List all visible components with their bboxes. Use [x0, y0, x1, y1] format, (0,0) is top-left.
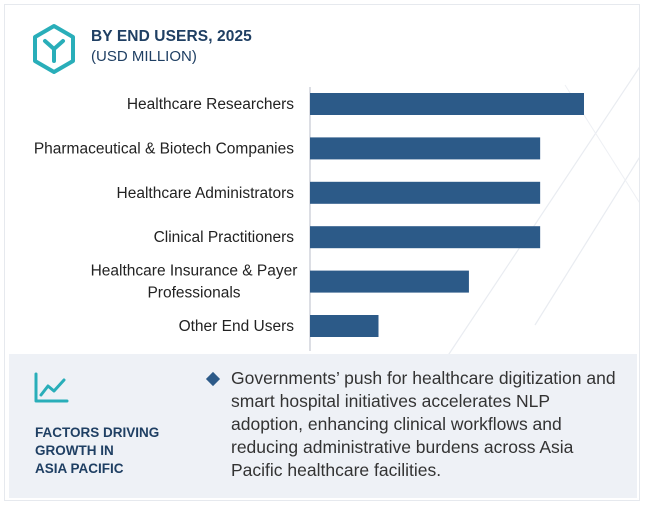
- bar: [310, 270, 469, 293]
- category-label: Other End Users: [179, 318, 295, 335]
- category-label: Professionals: [147, 285, 240, 302]
- category-label: Pharmaceutical & Biotech Companies: [34, 140, 294, 157]
- factors-description: Governments’ push for healthcare digitiz…: [231, 368, 616, 480]
- bar: [310, 181, 541, 204]
- factors-title-line: ASIA PACIFIC: [35, 461, 124, 476]
- category-label: Clinical Practitioners: [154, 229, 295, 246]
- bar: [310, 315, 379, 337]
- hexagon-y-logo-icon: [33, 24, 75, 74]
- chart-card: BY END USERS, 2025 (USD MILLION) Healthc…: [4, 4, 640, 501]
- chart-title: BY END USERS, 2025: [91, 28, 252, 45]
- bar-chart: Healthcare Researchers Pharmaceutical & B…: [34, 87, 584, 351]
- factors-title-line: FACTORS DRIVING: [35, 425, 160, 440]
- category-label: Healthcare Administrators: [117, 185, 295, 202]
- trend-line-chart-icon: [34, 372, 69, 403]
- factors-panel: FACTORS DRIVING GROWTH IN ASIA PACIFIC G…: [9, 354, 637, 498]
- bar: [310, 226, 541, 249]
- diamond-bullet-icon: [205, 371, 221, 387]
- factors-title-line: GROWTH IN: [35, 443, 114, 458]
- factors-title: FACTORS DRIVING GROWTH IN ASIA PACIFIC: [35, 424, 195, 478]
- bar: [310, 137, 541, 160]
- chart-subtitle: (USD MILLION): [91, 48, 197, 65]
- bar: [310, 93, 584, 115]
- category-label: Healthcare Researchers: [127, 96, 294, 113]
- category-label: Healthcare Insurance & Payer: [91, 263, 298, 280]
